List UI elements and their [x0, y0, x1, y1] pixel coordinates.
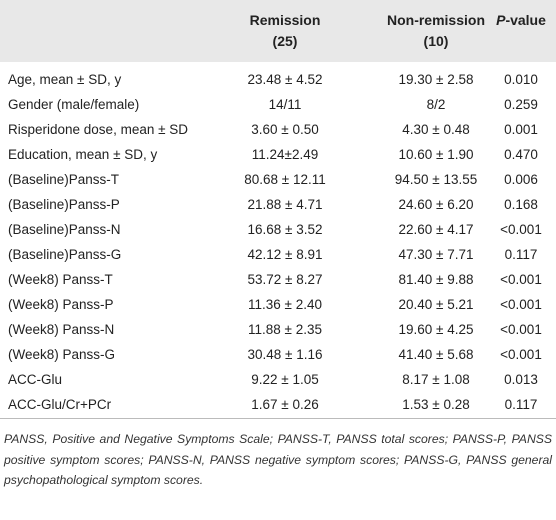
cell: 22.60 ± 4.17 — [398, 222, 474, 237]
header-line: (25) — [272, 33, 298, 49]
cell: 0.117 — [504, 397, 538, 412]
cell: 21.88 ± 4.71 — [247, 197, 323, 212]
table-header: Remission (25) Non-remission (10) P-value — [0, 0, 556, 62]
footnote: PANSS, Positive and Negative Symptoms Sc… — [4, 432, 552, 487]
row-label: (Week8) Panss-N — [8, 322, 115, 337]
row-label: ACC-Glu/Cr+PCr — [8, 397, 112, 412]
table-row: Age, mean ± SD, y 23.48 ± 4.52 19.30 ± 2.5… — [0, 67, 556, 92]
cell: 0.168 — [504, 197, 538, 212]
cell: <0.001 — [500, 347, 542, 362]
header-line: Remission — [249, 12, 321, 28]
row-label: (Week8) Panss-G — [8, 347, 116, 362]
cell: 1.67 ± 0.26 — [251, 397, 319, 412]
cell: 11.88 ± 2.35 — [248, 322, 322, 337]
cell: <0.001 — [500, 322, 542, 337]
table-row: Risperidone dose, mean ± SD 3.60 ± 0.50 4.… — [0, 117, 556, 142]
cell: 53.72 ± 8.27 — [247, 272, 323, 287]
cell: 4.30 ± 0.48 — [402, 122, 470, 137]
cell: 16.68 ± 3.52 — [247, 222, 323, 237]
cell: 11.24±2.49 — [251, 147, 319, 162]
cell: 3.60 ± 0.50 — [251, 122, 319, 137]
cell: 80.68 ± 12.11 — [244, 172, 326, 187]
row-label: (Baseline)Panss-P — [8, 197, 120, 212]
table-row: Education, mean ± SD, y 11.24±2.49 10.60 ±… — [0, 142, 556, 167]
cell: 0.470 — [504, 147, 538, 162]
cell: 42.12 ± 8.91 — [247, 247, 323, 262]
cell: 0.010 — [504, 72, 538, 87]
header-line: P-value — [486, 10, 556, 31]
cell: 47.30 ± 7.71 — [398, 247, 474, 262]
cell: <0.001 — [500, 272, 542, 287]
table-row: (Baseline)Panss-N 16.68 ± 3.52 22.60 ± 4.1… — [0, 217, 556, 242]
header-cell: Non-remission (10) — [361, 10, 511, 52]
cell: 19.60 ± 4.25 — [398, 322, 474, 337]
cell: 0.013 — [504, 372, 538, 387]
row-label: Age, mean ± SD, y — [8, 72, 122, 87]
cell: 0.259 — [504, 97, 538, 112]
cell: 8.17 ± 1.08 — [402, 372, 470, 387]
table-row: ACC-Glu/Cr+PCr 1.67 ± 0.26 1.53 ± 0.28 0.11… — [0, 392, 556, 417]
table-row: (Baseline)Panss-P 21.88 ± 4.71 24.60 ± 6.2… — [0, 192, 556, 217]
cell: 14/11 — [268, 97, 302, 112]
cell: 1.53 ± 0.28 — [402, 397, 470, 412]
cell: 94.50 ± 13.55 — [394, 172, 478, 187]
table-row: (Week8) Panss-P 11.36 ± 2.40 20.40 ± 5.21 <… — [0, 292, 556, 317]
row-label: (Baseline)Panss-G — [8, 247, 122, 262]
row-label: (Week8) Panss-P — [8, 297, 114, 312]
row-label: ACC-Glu — [8, 372, 63, 387]
row-label: Gender (male/female) — [8, 97, 140, 112]
cell: 8/2 — [426, 97, 446, 112]
row-label: (Baseline)Panss-T — [8, 172, 120, 187]
cell: <0.001 — [500, 297, 542, 312]
table-row: (Baseline)Panss-T 80.68 ± 12.11 94.50 ± 13… — [0, 167, 556, 192]
row-label: (Week8) Panss-T — [8, 272, 113, 287]
cell: 9.22 ± 1.05 — [251, 372, 319, 387]
table-row: (Week8) Panss-T 53.72 ± 8.27 81.40 ± 9.88 <… — [0, 267, 556, 292]
cell: <0.001 — [500, 222, 542, 237]
header-cell: Remission (25) — [210, 10, 360, 52]
cell: 20.40 ± 5.21 — [398, 297, 474, 312]
table-row: (Week8) Panss-G 30.48 ± 1.16 41.40 ± 5.68 <… — [0, 342, 556, 367]
cell: 10.60 ± 1.90 — [398, 147, 474, 162]
header-text: -value — [505, 12, 546, 28]
cell: 81.40 ± 9.88 — [398, 272, 474, 287]
cell: 19.30 ± 2.58 — [398, 72, 474, 87]
cell: 24.60 ± 6.20 — [398, 197, 474, 212]
table-row: ACC-Glu 9.22 ± 1.05 8.17 ± 1.08 0.013 — [0, 367, 556, 392]
table-row: (Baseline)Panss-G 42.12 ± 8.91 47.30 ± 7.7… — [0, 242, 556, 267]
row-label: Risperidone dose, mean ± SD — [8, 122, 189, 137]
cell: 30.48 ± 1.16 — [247, 347, 323, 362]
table-row: Gender (male/female) 14/11 8/2 0.259 — [0, 92, 556, 117]
cell: 11.36 ± 2.40 — [248, 297, 322, 312]
rule — [0, 418, 556, 419]
cell: 41.40 ± 5.68 — [398, 347, 474, 362]
header-italic: P — [496, 12, 506, 28]
cell: 23.48 ± 4.52 — [247, 72, 323, 87]
row-label: (Baseline)Panss-N — [8, 222, 121, 237]
row-label: Education, mean ± SD, y — [8, 147, 158, 162]
header-cell: P-value — [486, 10, 556, 31]
header-line: (10) — [423, 33, 449, 49]
cell: 0.001 — [504, 122, 538, 137]
cell: 0.006 — [504, 172, 538, 187]
table-row: (Week8) Panss-N 11.88 ± 2.35 19.60 ± 4.25 <… — [0, 317, 556, 342]
header-line: Non-remission — [386, 12, 485, 28]
cell: 0.117 — [504, 247, 538, 262]
